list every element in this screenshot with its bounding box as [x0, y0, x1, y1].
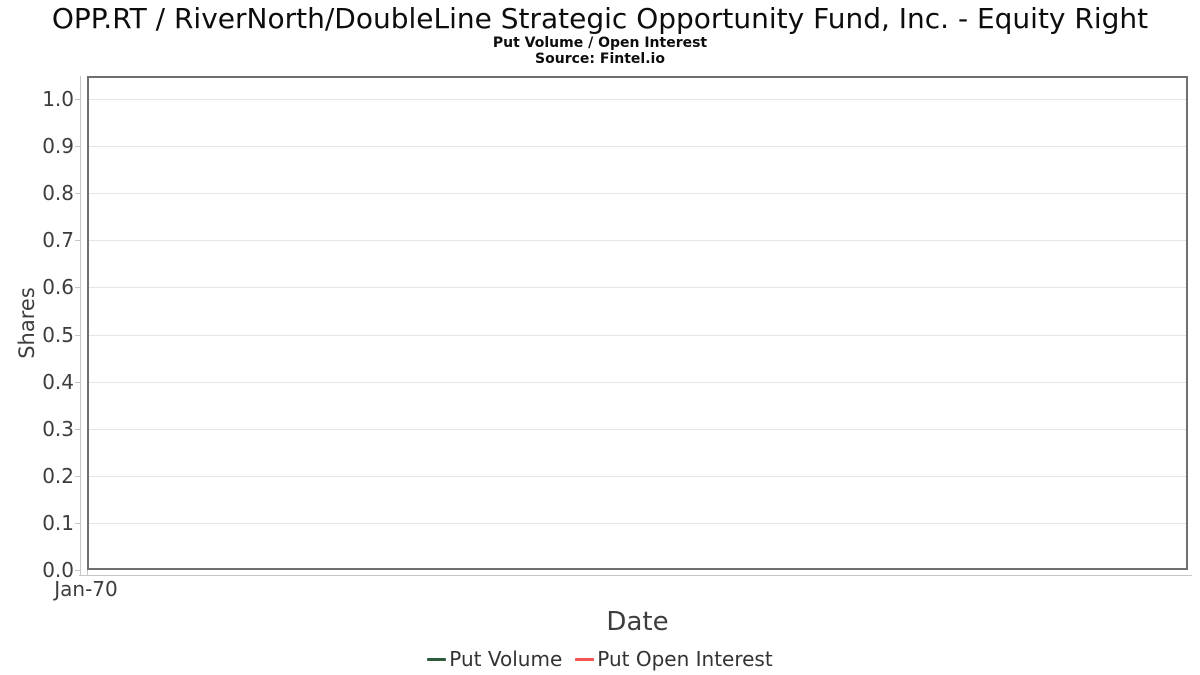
y-tick-label: 1.0 — [42, 87, 74, 111]
y-tick-mark — [75, 382, 81, 383]
gridline — [89, 146, 1186, 147]
x-axis-title: Date — [606, 607, 669, 637]
y-tick-label: 0.0 — [42, 558, 74, 582]
legend-label: Put Open Interest — [597, 647, 773, 671]
gridline — [89, 240, 1186, 241]
y-tick-mark — [75, 523, 81, 524]
y-tick-mark — [75, 287, 81, 288]
legend-line-swatch — [575, 657, 595, 661]
gridline — [89, 193, 1186, 194]
y-tick-mark — [75, 193, 81, 194]
legend: Put Volume Put Open Interest — [0, 646, 1200, 672]
y-axis-line — [80, 76, 81, 576]
gridline — [89, 287, 1186, 288]
y-tick-mark — [75, 146, 81, 147]
x-tick-mark — [87, 570, 88, 576]
plot-area — [87, 76, 1188, 570]
x-tick-label: Jan-70 — [54, 577, 118, 601]
chart-title: OPP.RT / RiverNorth/DoubleLine Strategic… — [51, 2, 1149, 35]
gridline — [89, 523, 1186, 524]
y-tick-mark — [75, 476, 81, 477]
y-tick-label: 0.3 — [42, 417, 74, 441]
y-tick-mark — [75, 429, 81, 430]
y-tick-mark — [75, 335, 81, 336]
gridline — [89, 382, 1186, 383]
y-tick-label: 0.5 — [42, 323, 74, 347]
legend-item-put-volume: Put Volume — [427, 647, 562, 671]
gridline — [89, 429, 1186, 430]
gridline — [89, 335, 1186, 336]
y-tick-label: 0.1 — [42, 511, 74, 535]
legend-label: Put Volume — [449, 647, 563, 671]
y-axis-title: Shares — [15, 287, 39, 359]
y-tick-mark — [75, 240, 81, 241]
y-tick-mark — [75, 99, 81, 100]
x-axis-line — [79, 575, 1192, 576]
y-tick-label: 0.6 — [42, 275, 74, 299]
chart-subtitle: Put Volume / Open Interest — [492, 35, 708, 51]
y-tick-label: 0.2 — [42, 464, 74, 488]
y-tick-label: 0.8 — [42, 181, 74, 205]
y-tick-label: 0.4 — [42, 370, 74, 394]
y-tick-label: 0.7 — [42, 228, 74, 252]
gridline — [89, 476, 1186, 477]
y-tick-mark — [75, 570, 81, 571]
legend-line-swatch — [427, 657, 447, 661]
legend-item-put-open-interest: Put Open Interest — [575, 647, 773, 671]
chart-source-note: Source: Fintel.io — [535, 51, 665, 67]
y-tick-label: 0.9 — [42, 134, 74, 158]
gridline — [89, 99, 1186, 100]
